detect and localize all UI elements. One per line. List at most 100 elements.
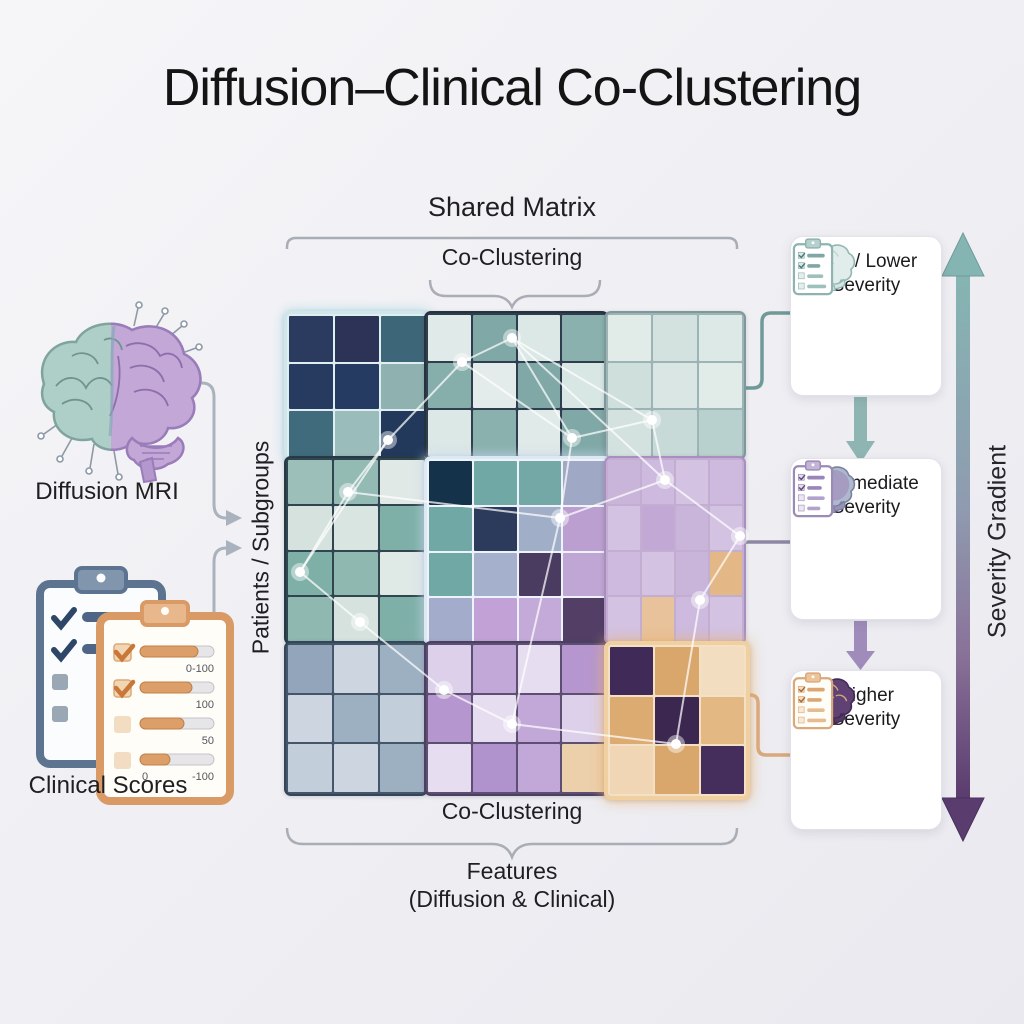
matrix-cell: [380, 645, 424, 693]
matrix-cell: [517, 694, 561, 743]
matrix-cell: [289, 363, 333, 410]
diffusion-connector-arrowhead: [226, 510, 242, 526]
matrix-cell: [608, 410, 652, 456]
matrix-cell: [610, 647, 654, 695]
matrix-cell: [562, 694, 605, 743]
matrix-cell: [676, 597, 708, 641]
clinical-scores-label: Clinical Scores: [28, 772, 188, 799]
matrix-cell: [381, 316, 425, 362]
matrix-cell: [653, 410, 697, 456]
matrix-cell: [380, 744, 424, 792]
matrix-cell: [334, 551, 378, 596]
matrix-cell: [655, 746, 699, 794]
matrix-cell: [676, 505, 708, 550]
matrix-block-r2c2-clinical-dark: [604, 641, 750, 800]
matrix-cell: [562, 410, 605, 456]
higher-card-connector: [740, 693, 790, 757]
matrix-cell: [288, 744, 332, 792]
matrix-cell: [429, 461, 472, 505]
scale-label-row1: 0-100: [186, 663, 214, 675]
clipboard-icon: [792, 460, 834, 518]
matrix-cell: [472, 744, 516, 792]
matrix-cell: [288, 460, 332, 504]
matrix-cell: [610, 696, 654, 745]
matrix-cell: [472, 315, 516, 361]
matrix-cell: [642, 460, 674, 504]
matrix-cell: [289, 316, 333, 362]
diffusion-mri-label: Diffusion MRI: [35, 478, 179, 505]
matrix-cell: [473, 598, 517, 642]
fiber-tract-lines: [37, 301, 203, 481]
card-arrow-mild-to-intermediate: [846, 397, 875, 463]
brainstem: [138, 456, 158, 484]
matrix-block-r1c1-shared-dark: [424, 456, 611, 647]
matrix-cell: [698, 410, 742, 456]
matrix-cell: [517, 315, 561, 361]
patients-subgroups-axis-label: Patients / Subgroups: [247, 440, 274, 655]
matrix-cell: [288, 505, 332, 550]
matrix-cell: [428, 694, 471, 743]
matrix-cell: [642, 551, 674, 596]
scale-label-row4-left: 0: [142, 771, 148, 783]
matrix-cell: [608, 362, 652, 409]
matrix-cell: [562, 362, 605, 409]
matrix-cell: [288, 694, 332, 743]
matrix-cell: [562, 744, 605, 792]
matrix-cell: [610, 746, 654, 794]
figure-title: Diffusion–Clinical Co-Clustering: [162, 59, 862, 117]
matrix-cell: [676, 460, 708, 504]
matrix-block-r2c0: [284, 641, 428, 796]
matrix-cell: [429, 506, 472, 551]
matrix-cell: [608, 315, 652, 361]
matrix-cell: [698, 362, 742, 409]
co-clustering-top-brace: [428, 279, 602, 311]
features-label-line2: (Diffusion & Clinical): [408, 886, 616, 912]
matrix-block-r0c1: [424, 311, 609, 460]
matrix-cell: [517, 645, 561, 693]
matrix-cell: [517, 744, 561, 792]
matrix-cell: [562, 645, 605, 693]
clinical-connector-arrowhead: [226, 540, 242, 556]
matrix-block-r0c0-diffusion-dark: [284, 311, 430, 462]
matrix-cell: [563, 598, 606, 642]
matrix-cell: [608, 597, 640, 641]
matrix-cell: [655, 696, 699, 745]
matrix-cell: [473, 552, 517, 597]
matrix-cell: [710, 597, 742, 641]
matrix-cell: [380, 597, 424, 641]
matrix-cell: [428, 744, 471, 792]
matrix-cell: [562, 315, 605, 361]
severity-gradient-arrow: [941, 231, 985, 843]
matrix-cell: [608, 460, 640, 504]
matrix-cell: [642, 597, 674, 641]
matrix-cell: [428, 315, 471, 361]
features-label-line1: Features: [466, 858, 558, 884]
matrix-block-r2c1: [424, 641, 609, 796]
clipboard-icon: [792, 672, 834, 730]
scale-label-row3: 50: [202, 735, 214, 747]
shared-matrix-label: Shared Matrix: [427, 192, 597, 222]
matrix-cell: [334, 597, 378, 641]
matrix-block-r1c0: [284, 456, 428, 645]
matrix-cell: [563, 506, 606, 551]
matrix-cell: [428, 410, 471, 456]
matrix-block-r0c2: [604, 311, 746, 460]
front-clipboard: 0-100 100 50 0 -100: [96, 600, 234, 805]
features-brace: [285, 827, 739, 861]
matrix-cell: [334, 505, 378, 550]
matrix-cell: [472, 645, 516, 693]
matrix-cell: [655, 647, 699, 695]
central-sulcus: [108, 325, 116, 437]
clinical-clipboards-illustration: 0-100 100 50 0 -100: [36, 566, 234, 805]
matrix-cell: [334, 645, 378, 693]
shared-matrix-bracket: [285, 236, 739, 249]
matrix-block-r1c2: [604, 456, 746, 645]
matrix-cell: [518, 598, 562, 642]
matrix-cell: [335, 316, 379, 362]
matrix-cell: [653, 362, 697, 409]
matrix-cell: [381, 363, 425, 410]
matrix-cell: [472, 362, 516, 409]
matrix-cell: [429, 598, 472, 642]
matrix-cell: [608, 551, 640, 596]
matrix-cell: [429, 552, 472, 597]
